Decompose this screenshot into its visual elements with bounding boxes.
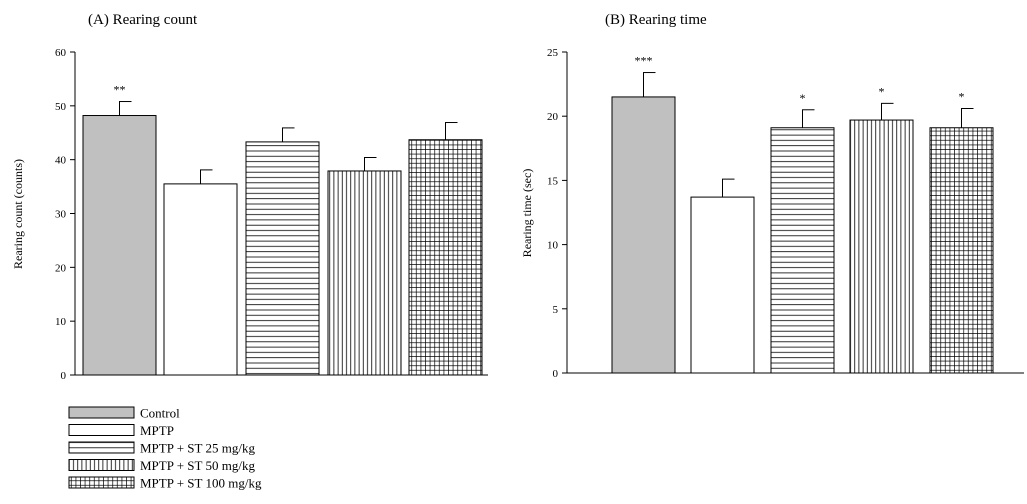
- bar: [929, 127, 994, 374]
- chart-panel-b: (B) Rearing time Rearing time (sec) 0 5 10…: [520, 12, 1024, 380]
- legend-label: MPTP: [140, 423, 174, 438]
- y-tick-label: 20: [55, 262, 67, 274]
- significance-label: *: [959, 89, 965, 103]
- bars-b: **** * *: [611, 54, 994, 374]
- significance-label: *: [800, 91, 806, 105]
- y-tick-label: 0: [553, 368, 559, 380]
- chart-title-a: (A) Rearing count: [88, 12, 198, 28]
- legend-swatch: [68, 459, 135, 471]
- legend-swatch: [68, 476, 135, 489]
- legend-label: MPTP + ST 100 mg/kg: [140, 476, 262, 491]
- y-tick-label: 5: [553, 304, 559, 316]
- bar: [327, 170, 402, 376]
- bar: [611, 96, 676, 374]
- y-axis-label-a: Rearing count (counts): [11, 159, 25, 269]
- y-tick-label: 40: [55, 155, 67, 167]
- legend-swatch: [68, 406, 135, 419]
- y-tick-label: 30: [55, 209, 67, 221]
- legend-label: MPTP + ST 25 mg/kg: [140, 441, 255, 456]
- significance-label: *: [879, 84, 885, 98]
- chart-panel-a: (A) Rearing count Rearing count (counts)…: [11, 12, 488, 382]
- bar: [163, 183, 238, 376]
- bar: [245, 141, 320, 376]
- y-tick-label: 50: [55, 101, 67, 113]
- bar: [849, 119, 914, 374]
- significance-label: ***: [635, 54, 653, 68]
- y-axis-label-b: Rearing time (sec): [520, 169, 534, 258]
- legend-swatch: [68, 441, 135, 454]
- y-tick-label: 60: [55, 47, 67, 59]
- y-tick-label: 25: [547, 47, 559, 59]
- bar: [82, 115, 157, 376]
- bar: [408, 139, 483, 376]
- y-tick-label: 15: [547, 175, 559, 187]
- significance-label: **: [114, 83, 126, 97]
- bar: [770, 127, 835, 374]
- legend: Control MPTP MPTP + ST 25 mg/kg MPTP + ST 5…: [68, 406, 262, 491]
- chart-title-b: (B) Rearing time: [605, 12, 707, 28]
- bar: [690, 196, 755, 374]
- legend-swatch: [68, 424, 135, 436]
- y-tick-label: 20: [547, 111, 559, 123]
- y-tick-label: 0: [61, 370, 67, 382]
- bars-a: **: [82, 83, 483, 376]
- y-tick-label: 10: [55, 316, 67, 328]
- legend-label: Control: [140, 406, 180, 421]
- legend-label: MPTP + ST 50 mg/kg: [140, 458, 255, 473]
- y-tick-label: 10: [547, 240, 559, 252]
